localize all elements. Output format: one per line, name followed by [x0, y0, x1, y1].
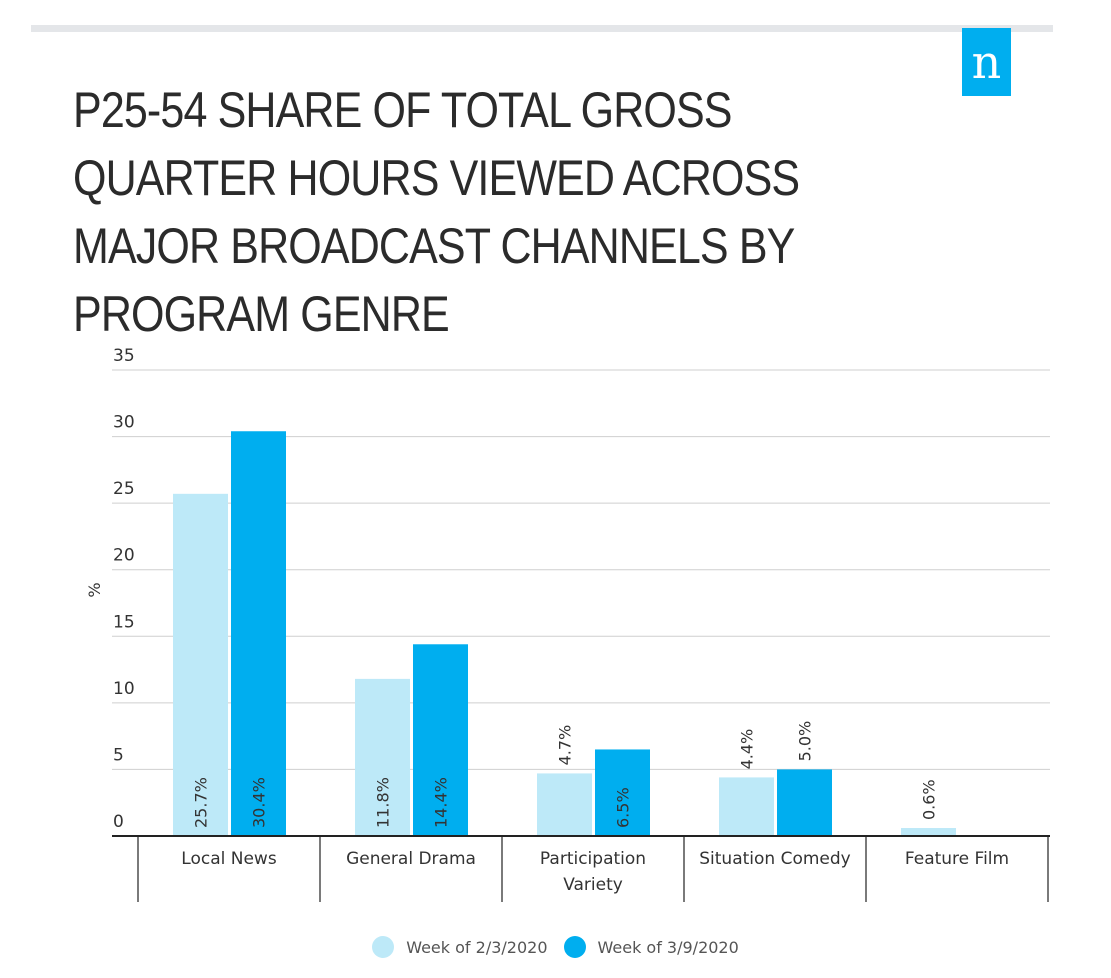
data-label-series-1-cat-3: 4.7%	[556, 725, 575, 766]
bar-series-2-cat-3	[595, 749, 650, 836]
legend-swatch-series-2	[563, 936, 586, 958]
data-label-series-2-cat-3: 6.5%	[614, 787, 633, 828]
data-label-series-1-cat-5: 0.6%	[920, 779, 939, 820]
bar-series-1-cat-5	[901, 828, 956, 836]
x-tick-label-3-line-2: Variety	[563, 875, 623, 895]
data-label-series-1-cat-1: 25.7%	[192, 777, 211, 828]
y-tick-label-10: 10	[113, 679, 135, 699]
bar-series-2-cat-2	[413, 644, 468, 836]
legend-item-series-1[interactable]: Week of 2/3/2020	[372, 936, 548, 958]
data-label-series-2-cat-2: 14.4%	[432, 777, 451, 828]
y-tick-label-5: 5	[113, 745, 124, 765]
bar-series-1-cat-1	[173, 493, 228, 836]
x-tick-label-3-line-1: Participation	[540, 849, 646, 869]
bar-series-2-cat-4	[777, 769, 832, 836]
bar-series-1-cat-3	[537, 773, 592, 836]
top-divider	[31, 25, 1053, 32]
nielsen-logo: n	[962, 28, 1011, 96]
legend-swatch-series-1	[372, 936, 395, 958]
x-tick-label-2: General Drama	[346, 849, 476, 869]
bar-series-1-cat-4	[719, 777, 774, 836]
y-tick-label-30: 30	[113, 413, 135, 433]
data-label-series-1-cat-2: 11.8%	[374, 777, 393, 828]
legend: Week of 2/3/2020 Week of 3/9/2020	[0, 936, 1111, 958]
chart-title: P25-54 SHARE OF TOTAL GROSS QUARTER HOUR…	[73, 82, 800, 342]
x-tick-label-4: Situation Comedy	[699, 849, 850, 869]
y-tick-label-15: 15	[113, 612, 135, 632]
legend-item-series-2[interactable]: Week of 3/9/2020	[563, 936, 739, 958]
y-tick-label-25: 25	[113, 479, 135, 499]
x-tick-label-5: Feature Film	[905, 849, 1009, 869]
y-tick-label-0: 0	[113, 812, 124, 832]
bar-series-1-cat-2	[355, 678, 410, 836]
data-label-series-2-cat-4: 5.0%	[796, 721, 815, 762]
data-label-series-2-cat-1: 30.4%	[250, 777, 269, 828]
bar-series-2-cat-1	[231, 431, 286, 836]
legend-label-series-1: Week of 2/3/2020	[406, 937, 548, 957]
legend-label-series-2: Week of 3/9/2020	[597, 937, 739, 957]
y-tick-label-20: 20	[113, 546, 135, 566]
x-tick-label-1: Local News	[181, 849, 277, 869]
y-axis-label: %	[85, 582, 104, 597]
data-label-series-1-cat-4: 4.4%	[738, 729, 757, 770]
y-tick-label-35: 35	[113, 346, 135, 366]
